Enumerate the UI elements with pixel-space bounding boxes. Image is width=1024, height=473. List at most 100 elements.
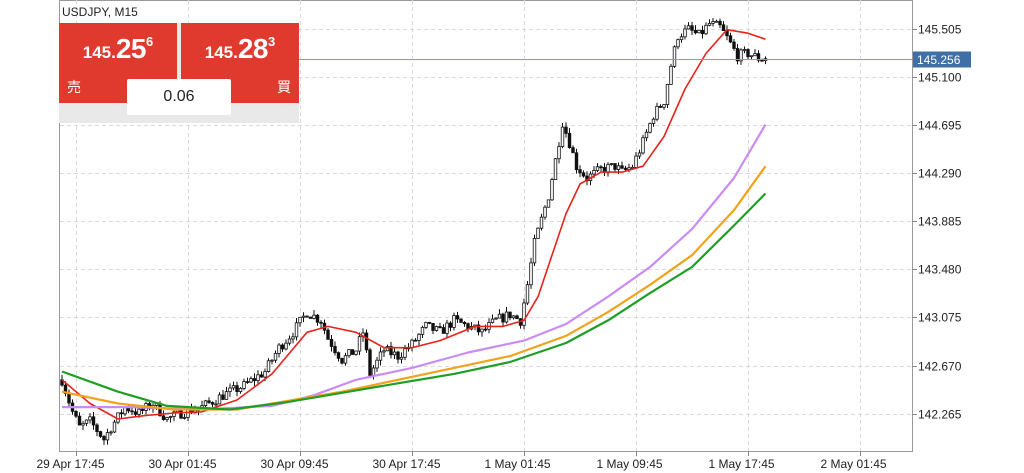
candle-body: [315, 314, 320, 323]
candle-body: [91, 416, 96, 426]
candle-body: [238, 387, 243, 392]
candle-body: [119, 412, 124, 415]
candle-body: [270, 359, 274, 362]
x-tick-label: 30 Apr 09:45: [261, 457, 329, 471]
candle-body: [620, 165, 624, 169]
candle-body: [133, 411, 138, 415]
y-tick-label: 143.075: [918, 311, 962, 325]
spread-value: 0.06: [127, 79, 231, 115]
candle-body: [210, 402, 215, 405]
candle-body: [494, 317, 498, 320]
candle-body: [599, 166, 603, 169]
candle-body: [431, 322, 435, 331]
current-price-label: 145.256: [917, 53, 961, 67]
candle-body: [74, 410, 78, 417]
candle-body: [452, 315, 456, 328]
candle-body: [648, 123, 652, 133]
candle-body: [490, 318, 495, 323]
candle-body: [81, 422, 85, 426]
candle-body: [438, 326, 442, 328]
y-tick-label: 142.670: [918, 360, 962, 374]
candle-body: [448, 322, 453, 328]
x-tick-label: 29 Apr 17:45: [37, 457, 105, 471]
candle-body: [63, 384, 68, 394]
candle-body: [686, 25, 691, 30]
candle-body: [284, 342, 288, 350]
candle-body: [343, 355, 348, 364]
candle-body: [595, 166, 600, 171]
candle-body: [333, 346, 337, 354]
y-tick-label: 145.505: [918, 23, 962, 37]
candle-body: [228, 387, 232, 393]
candle-body: [746, 49, 750, 58]
candle-body: [434, 326, 439, 331]
candle-body: [294, 322, 299, 338]
candle-body: [679, 36, 684, 41]
candle-body: [543, 206, 547, 218]
y-tick-label: 142.265: [918, 408, 962, 422]
candle-body: [718, 20, 722, 26]
candle-body: [676, 39, 680, 48]
candle-body: [714, 20, 719, 23]
candle-body: [312, 314, 316, 319]
candle-body: [207, 400, 211, 403]
candle-body: [98, 431, 103, 437]
candle-body: [683, 28, 687, 38]
candle-body: [382, 350, 386, 353]
candle-body: [567, 132, 572, 149]
candle-body: [217, 394, 222, 405]
candle-body: [525, 284, 530, 304]
candle-body: [378, 351, 383, 361]
candle-body: [557, 146, 561, 160]
candle-body: [77, 415, 82, 426]
candle-body: [95, 424, 99, 432]
candle-body: [424, 321, 428, 328]
x-tick-label: 2 May 01:45: [821, 457, 887, 471]
candle-body: [298, 316, 302, 324]
x-tick-label: 30 Apr 17:45: [373, 457, 441, 471]
candle-body: [735, 48, 740, 62]
candle-body: [399, 356, 404, 360]
candle-body: [550, 179, 554, 201]
candle-body: [165, 417, 169, 421]
candle-body: [291, 336, 295, 340]
candle-body: [84, 419, 89, 424]
candle-body: [539, 216, 544, 229]
candle-body: [326, 329, 330, 340]
candle-body: [67, 393, 71, 404]
candle-body: [592, 170, 596, 175]
x-tick-label: 1 May 01:45: [485, 457, 551, 471]
candle-body: [280, 344, 285, 350]
y-tick-label: 144.695: [918, 119, 962, 133]
candle-body: [301, 315, 306, 318]
candle-body: [102, 436, 106, 441]
candle-body: [403, 348, 407, 358]
candle-body: [690, 25, 694, 31]
candle-body: [522, 302, 526, 326]
candle-body: [371, 367, 376, 376]
candle-body: [60, 379, 64, 386]
candle-body: [410, 339, 414, 349]
candle-body: [105, 432, 110, 441]
candle-body: [693, 29, 698, 34]
candle-body: [364, 332, 369, 351]
moving-average-line: [61, 192, 767, 411]
candle-body: [350, 349, 355, 355]
candle-body: [721, 24, 726, 31]
candle-body: [564, 126, 568, 134]
candle-body: [112, 421, 117, 433]
moving-average-line: [61, 28, 766, 420]
candle-body: [756, 53, 761, 61]
candle-body: [88, 416, 92, 421]
candle-body: [546, 199, 551, 208]
candle-body: [130, 410, 134, 413]
candle-body: [455, 315, 460, 320]
one-click-trade-panel: 145.256 売 145.283 買 0.06: [59, 23, 299, 123]
candle-body: [459, 318, 463, 323]
candle-body: [396, 351, 400, 360]
candle-body: [508, 311, 512, 319]
candle-body: [497, 313, 502, 319]
candle-body: [224, 391, 229, 400]
candle-body: [480, 328, 484, 333]
candle-body: [354, 350, 358, 355]
